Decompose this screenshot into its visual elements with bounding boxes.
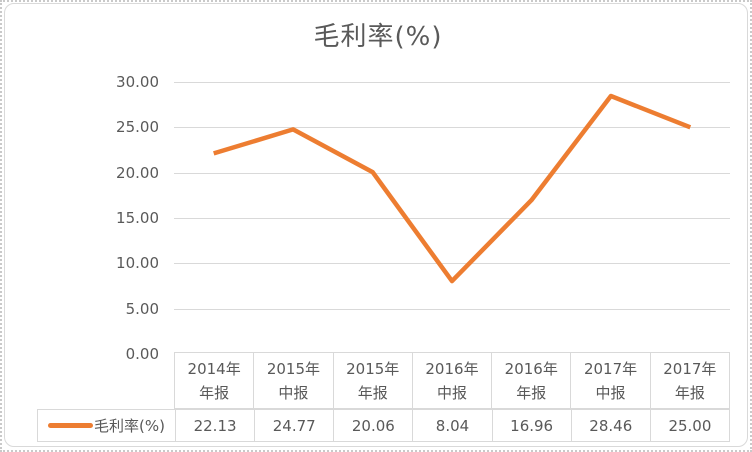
chart-title: 毛利率(%) bbox=[313, 22, 443, 52]
table-header-cell: 2015年 年报 bbox=[332, 353, 412, 408]
table-header-cell: 2016年 年报 bbox=[491, 353, 570, 408]
gridline bbox=[174, 127, 730, 129]
table-value-cell: 28.46 bbox=[570, 410, 650, 441]
gridline bbox=[174, 218, 730, 219]
table-value-cell: 20.06 bbox=[333, 410, 412, 441]
table-value-cell: 8.04 bbox=[412, 410, 491, 441]
table-header-cell: 2014年 年报 bbox=[187, 359, 241, 402]
table-header-cell: 2016年 中报 bbox=[411, 353, 491, 408]
data-table-header-row: 2014年 年报 2015年 中报 2015年 年报 2016年 中报 2016年 年报… bbox=[174, 352, 730, 409]
table-header-cell: 2015年 中报 bbox=[253, 353, 332, 408]
line-chart-plot-area bbox=[213, 93, 692, 284]
y-axis-tick-label: 20.00 bbox=[116, 163, 159, 182]
table-header-cell: 2017年 年报 bbox=[649, 353, 729, 408]
gridline bbox=[174, 308, 730, 310]
gridline bbox=[174, 82, 730, 83]
y-axis-tick-label: 30.00 bbox=[116, 73, 159, 91]
series-line bbox=[213, 93, 692, 284]
legend-series-label: 毛利率(%) bbox=[94, 417, 165, 435]
y-axis-tick-label: 5.00 bbox=[125, 299, 159, 318]
legend-line-swatch-icon bbox=[48, 423, 94, 428]
y-axis-tick-label: 25.00 bbox=[116, 118, 159, 137]
table-value-cell: 24.77 bbox=[254, 410, 333, 441]
y-axis-tick-label: 10.00 bbox=[116, 254, 159, 273]
y-axis-tick-label: 15.00 bbox=[116, 209, 159, 227]
table-value-cell: 25.00 bbox=[649, 410, 729, 441]
table-value-cell: 16.96 bbox=[491, 410, 571, 441]
table-value-cell: 22.13 bbox=[175, 410, 254, 441]
data-table-value-row: 毛利率(%) 22.13 24.77 20.06 8.04 16.96 28.46 25.0… bbox=[37, 409, 730, 442]
table-header-cell: 2017年 中报 bbox=[570, 353, 649, 408]
y-axis-tick-label: 0.00 bbox=[125, 345, 159, 363]
legend-item: 毛利率(%) bbox=[38, 410, 175, 441]
gridline bbox=[174, 172, 730, 174]
gridline bbox=[174, 263, 730, 265]
